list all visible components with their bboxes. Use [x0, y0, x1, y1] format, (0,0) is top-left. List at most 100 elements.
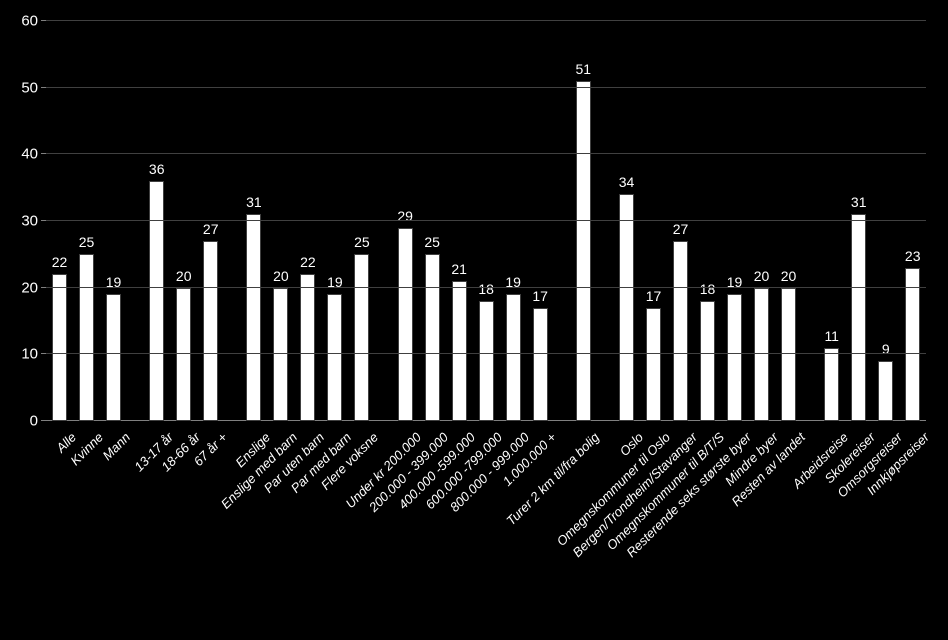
bar-slot: 31Skolereiser	[845, 21, 872, 421]
bar-slot: 25Flere voksne	[348, 21, 375, 421]
bar-slot: 19Resterende seks største byer	[721, 21, 748, 421]
bar-slot: 2767 år +	[197, 21, 224, 421]
group-spacer	[802, 21, 818, 421]
bar	[452, 281, 467, 421]
bar-value-label: 25	[79, 234, 95, 250]
bar	[398, 228, 413, 421]
bar-value-label: 19	[505, 274, 521, 290]
gridline	[46, 87, 926, 88]
plot-area: 22Alle25Kvinne19Mann 3613-17 år2018-66 år…	[46, 20, 926, 421]
bar	[354, 254, 369, 421]
bar-value-label: 29	[397, 208, 413, 224]
bar	[106, 294, 121, 421]
y-axis-label: 20	[21, 279, 46, 296]
bar-value-label: 19	[327, 274, 343, 290]
y-axis-label: 50	[21, 79, 46, 96]
bar-value-label: 31	[246, 194, 262, 210]
bar-slot: 20Enslige med barn	[267, 21, 294, 421]
bar-value-label: 18	[700, 281, 716, 297]
bar-value-label: 22	[52, 254, 68, 270]
y-axis-label: 40	[21, 146, 46, 163]
group-spacer	[127, 21, 143, 421]
chart-container: 22Alle25Kvinne19Mann3613-17 år2018-66 år…	[0, 0, 948, 640]
bar	[506, 294, 521, 421]
bar-value-label: 36	[149, 161, 165, 177]
bar-slot: 18Omegnskommuner til B/T/S	[694, 21, 721, 421]
bar	[533, 308, 548, 421]
bar-slot: 22Par uten barn	[294, 21, 321, 421]
bar-slot: 20Resten av landet	[775, 21, 802, 421]
bar-value-label: 20	[781, 268, 797, 284]
bar-value-label: 9	[882, 341, 890, 357]
bar-value-label: 20	[273, 268, 289, 284]
x-axis-label: Mann	[95, 425, 133, 463]
bar	[79, 254, 94, 421]
y-axis-label: 30	[21, 213, 46, 230]
bar-slot: 19Mann	[100, 21, 127, 421]
bar-slot: 34Oslo	[613, 21, 640, 421]
bar-value-label: 22	[300, 254, 316, 270]
bar-value-label: 51	[576, 61, 592, 77]
bar-slot: 17Omegnskommuner til Oslo	[640, 21, 667, 421]
bar-slot: 11Arbeidsreise	[818, 21, 845, 421]
bar	[52, 274, 67, 421]
bar-slot: 9Omsorgsreiser	[872, 21, 899, 421]
group-spacer	[224, 21, 240, 421]
bar	[700, 301, 715, 421]
group-spacer	[554, 21, 570, 421]
bar	[479, 301, 494, 421]
bar-value-label: 27	[203, 221, 219, 237]
bar	[851, 214, 866, 421]
bars-row: 22Alle25Kvinne19Mann 3613-17 år2018-66 år…	[46, 21, 926, 421]
gridline	[46, 220, 926, 221]
bar	[673, 241, 688, 421]
group-spacer	[375, 21, 391, 421]
gridline	[46, 353, 926, 354]
bar-slot: 25200.000 - 399.000	[419, 21, 446, 421]
bar-slot: 19800.000 - 999.000	[500, 21, 527, 421]
bar	[149, 181, 164, 421]
bar	[905, 268, 920, 421]
bar-value-label: 20	[176, 268, 192, 284]
bar	[300, 274, 315, 421]
y-axis-label: 10	[21, 346, 46, 363]
bar-value-label: 19	[106, 274, 122, 290]
bar-value-label: 19	[727, 274, 743, 290]
bar	[327, 294, 342, 421]
bar-value-label: 25	[354, 234, 370, 250]
bar	[878, 361, 893, 421]
bar-slot: 23Innkjøpsreiser	[899, 21, 926, 421]
bar-slot: 22Alle	[46, 21, 73, 421]
bar-slot: 2018-66 år	[170, 21, 197, 421]
bar-value-label: 31	[851, 194, 867, 210]
bar-slot: 3613-17 år	[143, 21, 170, 421]
bar	[727, 294, 742, 421]
bar-slot: 25Kvinne	[73, 21, 100, 421]
bar	[576, 81, 591, 421]
y-axis-label: 0	[30, 413, 46, 430]
bar	[203, 241, 218, 421]
bar-value-label: 34	[619, 174, 635, 190]
group-spacer	[597, 21, 613, 421]
bar-slot: 18600.000 -799.000	[473, 21, 500, 421]
bar-slot: 29Under kr 200.000	[392, 21, 419, 421]
bar-value-label: 23	[905, 248, 921, 264]
bar-value-label: 17	[646, 288, 662, 304]
gridline	[46, 287, 926, 288]
bar-slot: 27Bergen/Trondheim/Stavanger	[667, 21, 694, 421]
bar-value-label: 21	[451, 261, 467, 277]
bar	[619, 194, 634, 421]
bar-slot: 171.000.000 +	[527, 21, 554, 421]
bar-value-label: 20	[754, 268, 770, 284]
bar-value-label: 18	[478, 281, 494, 297]
bar-slot: 20Mindre byer	[748, 21, 775, 421]
bar	[646, 308, 661, 421]
bar-slot: 21400.000 -599.000	[446, 21, 473, 421]
bar-slot: 19Par med barn	[321, 21, 348, 421]
gridline	[46, 153, 926, 154]
y-axis-label: 60	[21, 13, 46, 30]
bar-value-label: 25	[424, 234, 440, 250]
bar-value-label: 17	[532, 288, 548, 304]
bar	[246, 214, 261, 421]
bar-value-label: 11	[824, 328, 839, 344]
